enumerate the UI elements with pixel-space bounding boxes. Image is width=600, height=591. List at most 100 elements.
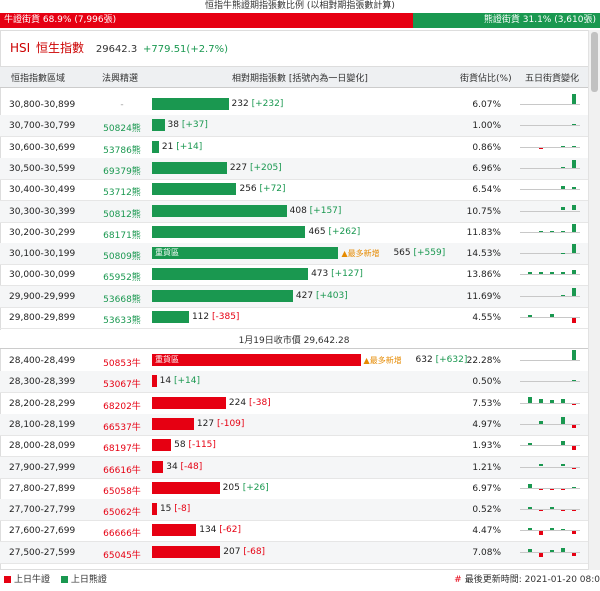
quantity-value: 112 [-385]	[192, 312, 240, 322]
daily-change: [+14]	[176, 141, 203, 152]
five-day-sparkline	[520, 307, 580, 328]
bull-legend-label: 上日牛證	[14, 575, 51, 585]
outstanding-pct: 4.55%	[472, 313, 501, 323]
warrant-code-link[interactable]: 65062牛	[103, 508, 141, 519]
ratio-title: 恒指牛熊證期指張數比例 (以相對期指張數計算)	[205, 1, 395, 11]
five-day-sparkline	[520, 264, 580, 285]
table-row: 27,600-27,699 66666牛 134 [-62] 4.47%	[0, 520, 588, 543]
warrant-code-link[interactable]: 53633熊	[103, 316, 141, 326]
quantity-bar	[152, 439, 172, 452]
bull-legend-swatch	[4, 576, 11, 583]
range-cell: 28,200-28,299	[9, 398, 76, 409]
quantity-bar	[152, 545, 221, 558]
quantity-value: 34 [-48]	[166, 462, 202, 472]
sparkline-bar	[550, 271, 554, 275]
warrant-code-link[interactable]: 50824熊	[103, 124, 141, 135]
range-cell: 30,100-30,199	[9, 249, 76, 260]
sparkline-bar	[561, 185, 565, 190]
sparkline-baseline	[520, 317, 580, 318]
warrant-code-link[interactable]: 53668熊	[103, 294, 141, 305]
quantity-value: 15 [-8]	[160, 504, 190, 514]
warrant-code-link[interactable]: 65045牛	[103, 550, 141, 561]
quantity-bar	[152, 460, 164, 473]
quantity-number: 207	[223, 546, 244, 557]
daily-change: [-68]	[243, 546, 266, 557]
quantity-value: 134 [-62]	[199, 525, 241, 535]
quantity-bar	[152, 396, 226, 409]
bull-ratio-segment: 牛證街貨 68.9% (7,996張)	[0, 13, 414, 28]
table-row: 28,000-28,099 68197牛 58 [-115] 1.93%	[0, 435, 588, 458]
outstanding-pct: 14.53%	[466, 249, 501, 260]
warrant-code-link[interactable]: 66616牛	[103, 465, 141, 476]
sparkline-bar	[561, 417, 565, 424]
range-cell: 30,400-30,499	[9, 185, 76, 196]
header-code[interactable]: 法興精選	[102, 74, 139, 84]
quantity-value: 408 [+157]	[290, 206, 342, 216]
warrant-code-link[interactable]: 53786熊	[103, 145, 141, 156]
table-row: 27,500-27,599 65045牛 207 [-68] 7.08%	[0, 541, 588, 564]
sparkline-baseline	[520, 104, 580, 105]
warrant-code-link[interactable]: 66537牛	[103, 422, 141, 433]
table-row: 27,700-27,799 65062牛 15 [-8] 0.52%	[0, 499, 588, 522]
warrant-code-link[interactable]: 50809熊	[103, 252, 141, 263]
outstanding-pct: 13.86%	[466, 270, 501, 281]
outstanding-pct: 1.21%	[472, 462, 501, 473]
sparkline-bar	[528, 396, 532, 403]
warrant-code-link[interactable]: 68197牛	[103, 444, 141, 455]
sparkline-baseline	[520, 530, 580, 532]
table-row: 30,700-30,799 50824熊 38 [+37] 1.00%	[0, 115, 588, 138]
range-cell: 30,200-30,299	[9, 227, 76, 238]
sparkline-bar	[539, 271, 543, 275]
scrollbar[interactable]	[588, 30, 600, 570]
sparkline-baseline	[520, 360, 580, 361]
sparkline-bar	[528, 527, 532, 531]
sparkline-baseline	[520, 189, 580, 191]
sparkline-bar	[528, 483, 532, 488]
sparkline-baseline	[520, 167, 580, 169]
sparkline-bar	[561, 207, 565, 211]
quantity-bar	[152, 375, 157, 388]
daily-change: [+403]	[315, 290, 348, 301]
warrant-code-link[interactable]: 69379熊	[103, 166, 141, 177]
sparkline-bar	[550, 399, 554, 403]
quantity-number: 465	[308, 226, 329, 237]
sparkline-bar	[572, 403, 576, 406]
warrant-code-link[interactable]: 65058牛	[103, 486, 141, 497]
five-day-sparkline	[520, 478, 580, 499]
quantity-number: 565	[393, 248, 414, 259]
sparkline-bar	[572, 552, 576, 557]
warrant-code-link[interactable]: 65952熊	[103, 273, 141, 284]
range-cell: 28,400-28,499	[9, 356, 76, 366]
quantity-value: 207 [-68]	[223, 547, 265, 557]
quantity-bar	[152, 161, 227, 174]
outstanding-pct: 6.54%	[472, 185, 501, 196]
warrant-code-link[interactable]: 68202牛	[103, 401, 141, 412]
quantity-value: 473 [+127]	[311, 269, 363, 279]
quantity-value: 227 [+205]	[230, 163, 282, 173]
warrant-code-link[interactable]: 53067牛	[103, 380, 141, 391]
sparkline-baseline	[520, 295, 580, 297]
sparkline-bar	[572, 159, 576, 168]
outstanding-pct: 6.96%	[472, 163, 501, 174]
quantity-value: 58 [-115]	[174, 440, 216, 450]
header-range[interactable]: 恒指指數區域	[11, 74, 66, 84]
sparkline-baseline	[520, 402, 580, 404]
warrant-code-link[interactable]: 68171熊	[103, 230, 141, 241]
five-day-sparkline	[520, 371, 580, 392]
sparkline-baseline	[520, 423, 580, 425]
warrant-code-link[interactable]: 53712熊	[103, 188, 141, 199]
quantity-bar	[152, 503, 157, 516]
warrant-code-link[interactable]: 66666牛	[103, 529, 141, 540]
outstanding-pct: 22.28%	[466, 356, 501, 366]
sparkline-bar	[572, 205, 576, 211]
quantity-number: 134	[199, 525, 220, 536]
warrant-code-link[interactable]: 50853牛	[103, 359, 141, 369]
five-day-sparkline	[520, 542, 580, 563]
header-pct[interactable]: 街貨佔比(%)	[460, 74, 512, 84]
sparkline-baseline	[520, 231, 580, 233]
warrant-code-link[interactable]: 50812熊	[103, 209, 141, 220]
scrollbar-thumb[interactable]	[591, 32, 598, 92]
header-qty[interactable]: 相對期指張數 [括號內為一日變化]	[232, 74, 368, 84]
header-trend[interactable]: 五日街貨變化	[525, 74, 580, 84]
outstanding-pct: 4.47%	[472, 526, 501, 537]
